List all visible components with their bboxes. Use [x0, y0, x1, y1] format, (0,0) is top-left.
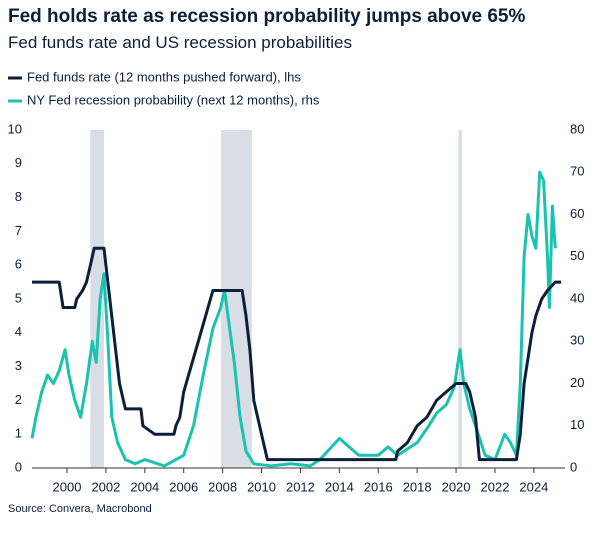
y-tick-label: 2	[15, 392, 22, 407]
x-tick-label: 2004	[130, 479, 159, 494]
y-tick-label: 0	[15, 459, 22, 474]
y2-tick-label: 50	[570, 248, 584, 263]
y2-tick-label: 40	[570, 290, 584, 305]
series-line	[30, 170, 557, 468]
y-tick-label: 7	[15, 223, 22, 238]
y2-tick-label: 0	[570, 459, 577, 474]
y-tick-label: 10	[8, 121, 22, 136]
series-line	[32, 246, 562, 462]
y2-tick-label: 60	[570, 206, 584, 221]
x-tick-label: 2022	[481, 479, 510, 494]
y-tick-label: 4	[15, 324, 22, 339]
y-tick-label: 3	[15, 358, 22, 373]
x-tick-label: 2000	[53, 479, 82, 494]
y-tick-label: 5	[15, 290, 22, 305]
y2-tick-label: 10	[570, 417, 584, 432]
legend-label: Fed funds rate (12 months pushed forward…	[27, 69, 301, 84]
x-tick-label: 2014	[325, 479, 354, 494]
x-tick-label: 2002	[91, 479, 120, 494]
legend-label: NY Fed recession probability (next 12 mo…	[27, 92, 320, 107]
x-tick-label: 2008	[208, 479, 237, 494]
y-tick-label: 6	[15, 257, 22, 272]
y2-tick-label: 80	[570, 121, 584, 136]
x-tick-label: 2020	[442, 479, 471, 494]
y2-tick-label: 30	[570, 333, 584, 348]
x-tick-label: 2012	[286, 479, 315, 494]
chart-title: Fed holds rate as recession probability …	[8, 6, 525, 27]
y-tick-label: 1	[15, 426, 22, 441]
y2-tick-label: 70	[570, 164, 584, 179]
y2-tick-label: 20	[570, 375, 584, 390]
source: Source: Convera, Macrobond	[8, 503, 152, 515]
recession-band	[458, 130, 462, 468]
chart-subtitle: Fed funds rate and US recession probabil…	[8, 33, 352, 52]
x-tick-label: 2010	[247, 479, 276, 494]
recession-band	[90, 130, 104, 468]
x-tick-label: 2016	[364, 479, 393, 494]
x-tick-label: 2018	[403, 479, 432, 494]
x-tick-label: 2024	[519, 479, 548, 494]
y-tick-label: 8	[15, 189, 22, 204]
x-tick-label: 2006	[169, 479, 198, 494]
y-tick-label: 9	[15, 155, 22, 170]
